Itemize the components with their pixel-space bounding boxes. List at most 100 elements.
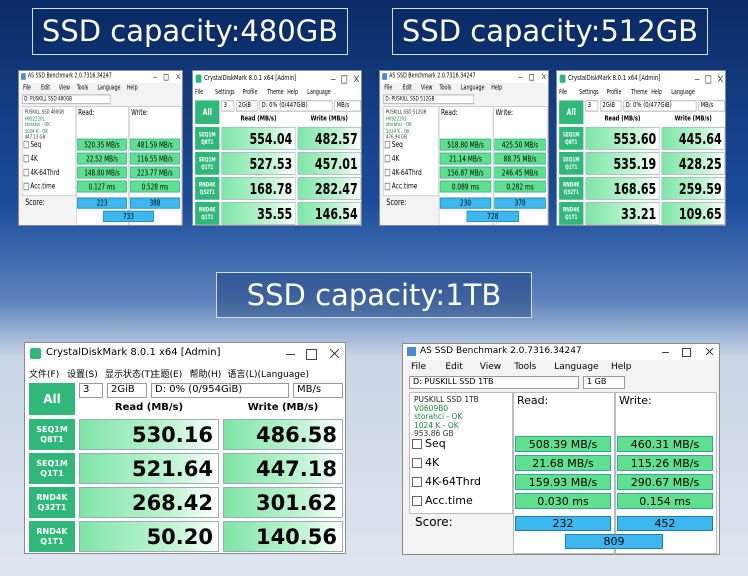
menu-item[interactable]: Help: [651, 88, 663, 97]
menu-item[interactable]: 显示状态(T): [105, 370, 154, 380]
score-label: Score:: [415, 515, 453, 529]
menu-item[interactable]: Tools: [76, 84, 89, 92]
menu-item[interactable]: Theme: [267, 88, 284, 97]
checkbox[interactable]: [23, 154, 29, 163]
window-title: CrystalDiskMark 8.0.1 x64 [Admin]: [568, 73, 661, 83]
menu-item[interactable]: File: [195, 88, 204, 97]
all-button[interactable]: All: [559, 100, 584, 124]
menu-item[interactable]: View: [58, 84, 70, 92]
checkbox[interactable]: [23, 168, 29, 177]
count-select[interactable]: 3: [79, 383, 103, 398]
close-button[interactable]: [541, 73, 546, 80]
write-result: 425.50 MB/s: [494, 138, 546, 151]
minimize-button[interactable]: [286, 353, 295, 356]
menu-item[interactable]: File: [411, 362, 427, 372]
maximize-button[interactable]: [682, 348, 691, 357]
menu-item[interactable]: 文件(F): [29, 370, 60, 380]
minimize-button[interactable]: [330, 78, 336, 80]
drive-info: PUSKILL SSD 480GB H0922201 storahci - OK 10…: [22, 106, 77, 197]
drive-select[interactable]: D: 0% (0/447GiB): [259, 100, 333, 112]
drive-select[interactable]: D: 0% (0/954GiB): [151, 383, 289, 398]
menu-item[interactable]: View: [479, 362, 502, 372]
unit-select[interactable]: MB/s: [698, 100, 725, 112]
window: CrystalDiskMark 8.0.1 x64 [Admin] File Set…: [556, 70, 726, 226]
write-result: 246.45 MB/s: [494, 166, 546, 179]
menu-item[interactable]: Language: [671, 88, 695, 97]
menu-item[interactable]: 语言(L)(Language): [227, 370, 309, 380]
menu-item[interactable]: Help: [126, 84, 138, 92]
maximize-button[interactable]: [163, 73, 169, 81]
menu-item[interactable]: Language: [97, 84, 121, 92]
maximize-button[interactable]: [705, 75, 712, 84]
write-result: 259.59: [661, 176, 725, 200]
close-button[interactable]: [354, 75, 359, 83]
drive-select[interactable]: D: PUSKILL SSD 1TB: [409, 376, 579, 389]
menu-item[interactable]: Settings: [579, 88, 599, 97]
size-select[interactable]: 1 GB: [583, 376, 625, 389]
size-select[interactable]: 2GiB: [600, 100, 622, 112]
menu-item[interactable]: 帮助(H): [189, 370, 222, 380]
menu-item[interactable]: Language: [460, 84, 485, 92]
unit-select[interactable]: MB/s: [334, 100, 361, 112]
size-select[interactable]: 2GiB: [236, 100, 258, 112]
checkbox[interactable]: [412, 496, 422, 506]
checkbox[interactable]: [412, 477, 422, 487]
menu-item[interactable]: 设置(S): [67, 370, 98, 380]
checkbox[interactable]: [23, 182, 29, 191]
drive-select[interactable]: D: 0% (0/477GiB): [623, 100, 697, 112]
menu-item[interactable]: Settings: [215, 88, 235, 97]
minimize-button[interactable]: [694, 78, 700, 80]
checkbox[interactable]: [384, 168, 391, 177]
maximize-button[interactable]: [341, 75, 348, 84]
read-result: 148.80 MB/s: [77, 166, 127, 179]
close-button[interactable]: [718, 75, 723, 83]
drive-select[interactable]: D: PUSKILL SSD 512GB: [383, 94, 475, 105]
maximize-button[interactable]: [529, 73, 534, 81]
count-select[interactable]: 3: [585, 100, 599, 112]
menu-item[interactable]: Profile: [242, 88, 258, 97]
all-button[interactable]: All: [195, 100, 220, 124]
minimize-button[interactable]: [518, 76, 523, 78]
menu-item[interactable]: Theme: [631, 88, 648, 97]
checkbox[interactable]: [412, 458, 422, 468]
drive-select[interactable]: D: PUSKILL SSD 480GB: [22, 94, 111, 105]
menu-item[interactable]: Language: [307, 88, 331, 97]
menu-item[interactable]: Help: [287, 88, 299, 97]
close-button[interactable]: [176, 73, 180, 80]
count-select[interactable]: 3: [221, 100, 235, 112]
app-icon: [195, 74, 202, 83]
checkbox[interactable]: [384, 140, 391, 149]
menu-item[interactable]: Edit: [40, 84, 51, 92]
test-label: 4K-64Thrd: [425, 475, 482, 488]
menu-item[interactable]: Help: [611, 362, 632, 372]
info-line: 1024 K - OK: [385, 127, 410, 134]
all-button[interactable]: All: [29, 383, 75, 415]
menu-item[interactable]: Edit: [445, 362, 463, 372]
checkbox[interactable]: [384, 154, 391, 163]
minimize-button[interactable]: [662, 351, 669, 354]
write-result: 445.64: [661, 126, 725, 150]
maximize-button[interactable]: [306, 349, 317, 360]
menu-item[interactable]: Help: [491, 84, 503, 92]
menu-item[interactable]: Profile: [606, 88, 622, 97]
minimize-button[interactable]: [153, 76, 158, 78]
menu-item[interactable]: Language: [554, 362, 599, 372]
write-result: 428.25: [661, 151, 725, 175]
menu-item[interactable]: Tools: [514, 362, 537, 372]
close-button[interactable]: [330, 349, 339, 358]
checkbox[interactable]: [384, 182, 391, 191]
menu-item[interactable]: File: [559, 88, 568, 97]
menu-item[interactable]: File: [23, 84, 31, 92]
checkbox[interactable]: [412, 439, 422, 449]
size-select[interactable]: 2GiB: [107, 383, 147, 398]
menu-item[interactable]: View: [421, 84, 433, 92]
unit-select[interactable]: MB/s: [293, 383, 343, 398]
menu-item[interactable]: File: [384, 84, 393, 92]
menu-item[interactable]: Tools: [439, 84, 452, 92]
info-line: V0609B0: [414, 403, 449, 413]
menu-item[interactable]: Edit: [402, 84, 412, 92]
checkbox[interactable]: [23, 140, 29, 149]
close-button[interactable]: [706, 348, 713, 355]
menu-item[interactable]: 主题(E): [151, 370, 183, 380]
write-result: 282.47: [297, 176, 361, 200]
